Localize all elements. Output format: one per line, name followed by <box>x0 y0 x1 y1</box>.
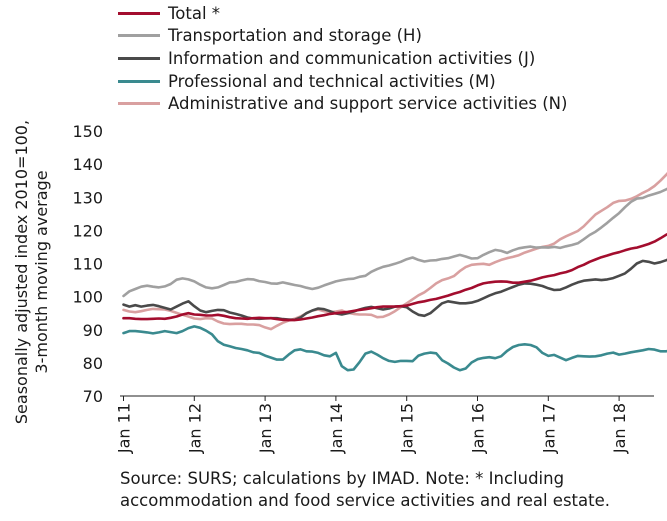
axes: 70 80 90 100 110 120 130 140 150 Jan 11 Jan 12 Jan … <box>72 122 654 454</box>
legend-label: Professional and technical activities (M… <box>168 71 496 91</box>
x-tick-label: Jan 16 <box>469 403 488 454</box>
y-tick-label: 110 <box>72 255 103 274</box>
y-tick-label: 140 <box>72 155 103 174</box>
legend-label: Administrative and support service activ… <box>168 94 568 114</box>
source-note-line-2: accommodation and food service activitie… <box>120 491 611 510</box>
x-tick-label: Jan 11 <box>115 403 134 454</box>
legend-swatch <box>118 34 160 38</box>
x-tick-label: Jan 14 <box>327 403 346 454</box>
source-note: Source: SURS; calculations by IMAD. Note… <box>120 468 610 512</box>
series-line-2 <box>122 258 667 322</box>
y-tick-label: 90 <box>83 321 103 340</box>
legend-swatch <box>118 102 160 106</box>
y-tick-label: 130 <box>72 188 103 207</box>
x-tick-label: Jan 12 <box>185 403 204 454</box>
legend-swatch <box>118 11 160 15</box>
legend-swatch <box>118 79 160 83</box>
series-line-0 <box>122 232 667 322</box>
plot-lines <box>122 172 667 372</box>
y-tick-label: 80 <box>83 354 103 373</box>
legend-label: Transportation and storage (H) <box>168 26 422 46</box>
series-line-3 <box>122 325 667 372</box>
x-tick-label: Jan 18 <box>610 403 629 454</box>
legend-item-3: Professional and technical activities (M… <box>118 70 567 93</box>
x-tick-label: Jan 13 <box>256 403 275 454</box>
legend-label: Information and communication activities… <box>168 48 536 68</box>
x-tick-label: Jan 15 <box>398 403 417 454</box>
series-line-1 <box>122 187 667 298</box>
y-axis-label-line-2: 3-month moving average <box>32 170 51 374</box>
legend: Total * Transportation and storage (H) Inf… <box>118 2 567 115</box>
legend-item-2: Information and communication activities… <box>118 47 567 70</box>
legend-item-0: Total * <box>118 2 567 25</box>
legend-item-4: Administrative and support service activ… <box>118 92 567 115</box>
y-tick-label: 70 <box>83 387 103 406</box>
legend-label: Total * <box>168 3 221 23</box>
legend-item-1: Transportation and storage (H) <box>118 25 567 48</box>
y-axis-label-line-1: Seasonally adjusted index 2010=100, <box>12 119 31 425</box>
y-axis-label: Seasonally adjusted index 2010=100, 3-mo… <box>12 102 52 442</box>
y-tick-label: 120 <box>72 221 103 240</box>
y-tick-label: 100 <box>72 288 103 307</box>
y-tick-label: 150 <box>72 122 103 141</box>
series-line-4 <box>122 172 667 331</box>
legend-swatch <box>118 56 160 60</box>
source-note-line-1: Source: SURS; calculations by IMAD. Note… <box>120 469 565 488</box>
x-tick-label: Jan 17 <box>539 403 558 454</box>
